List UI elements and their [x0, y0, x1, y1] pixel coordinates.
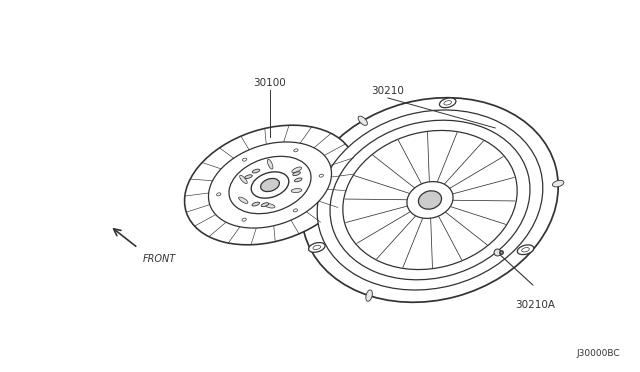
- Ellipse shape: [522, 248, 529, 252]
- Ellipse shape: [552, 180, 564, 187]
- Ellipse shape: [358, 116, 367, 125]
- Ellipse shape: [294, 178, 302, 182]
- Ellipse shape: [261, 203, 269, 206]
- Ellipse shape: [239, 175, 247, 184]
- Ellipse shape: [292, 167, 301, 173]
- Ellipse shape: [517, 245, 534, 254]
- Text: 30210: 30210: [372, 86, 404, 96]
- Ellipse shape: [252, 169, 260, 173]
- Ellipse shape: [229, 156, 311, 214]
- Text: 30100: 30100: [253, 78, 286, 88]
- Ellipse shape: [268, 159, 273, 169]
- Ellipse shape: [407, 182, 453, 218]
- Ellipse shape: [343, 131, 517, 270]
- Ellipse shape: [209, 142, 332, 228]
- Ellipse shape: [293, 209, 298, 212]
- Ellipse shape: [252, 202, 260, 206]
- Ellipse shape: [319, 174, 323, 177]
- Ellipse shape: [444, 101, 451, 105]
- Ellipse shape: [184, 125, 355, 245]
- Ellipse shape: [243, 158, 247, 161]
- Ellipse shape: [216, 193, 221, 196]
- Ellipse shape: [239, 197, 248, 203]
- Ellipse shape: [330, 120, 530, 280]
- Ellipse shape: [313, 245, 321, 250]
- Ellipse shape: [419, 191, 442, 209]
- Ellipse shape: [242, 218, 246, 221]
- Text: J30000BC: J30000BC: [577, 349, 620, 358]
- Ellipse shape: [440, 98, 456, 108]
- Ellipse shape: [302, 98, 558, 302]
- Ellipse shape: [317, 110, 543, 290]
- Text: 30210A: 30210A: [515, 300, 555, 310]
- Ellipse shape: [308, 243, 325, 252]
- Text: FRONT: FRONT: [143, 254, 176, 264]
- Ellipse shape: [265, 203, 275, 208]
- Ellipse shape: [292, 172, 300, 176]
- Ellipse shape: [244, 175, 252, 179]
- Ellipse shape: [291, 189, 302, 193]
- Ellipse shape: [294, 149, 298, 152]
- Ellipse shape: [260, 179, 280, 192]
- Ellipse shape: [251, 172, 289, 198]
- Ellipse shape: [366, 290, 372, 301]
